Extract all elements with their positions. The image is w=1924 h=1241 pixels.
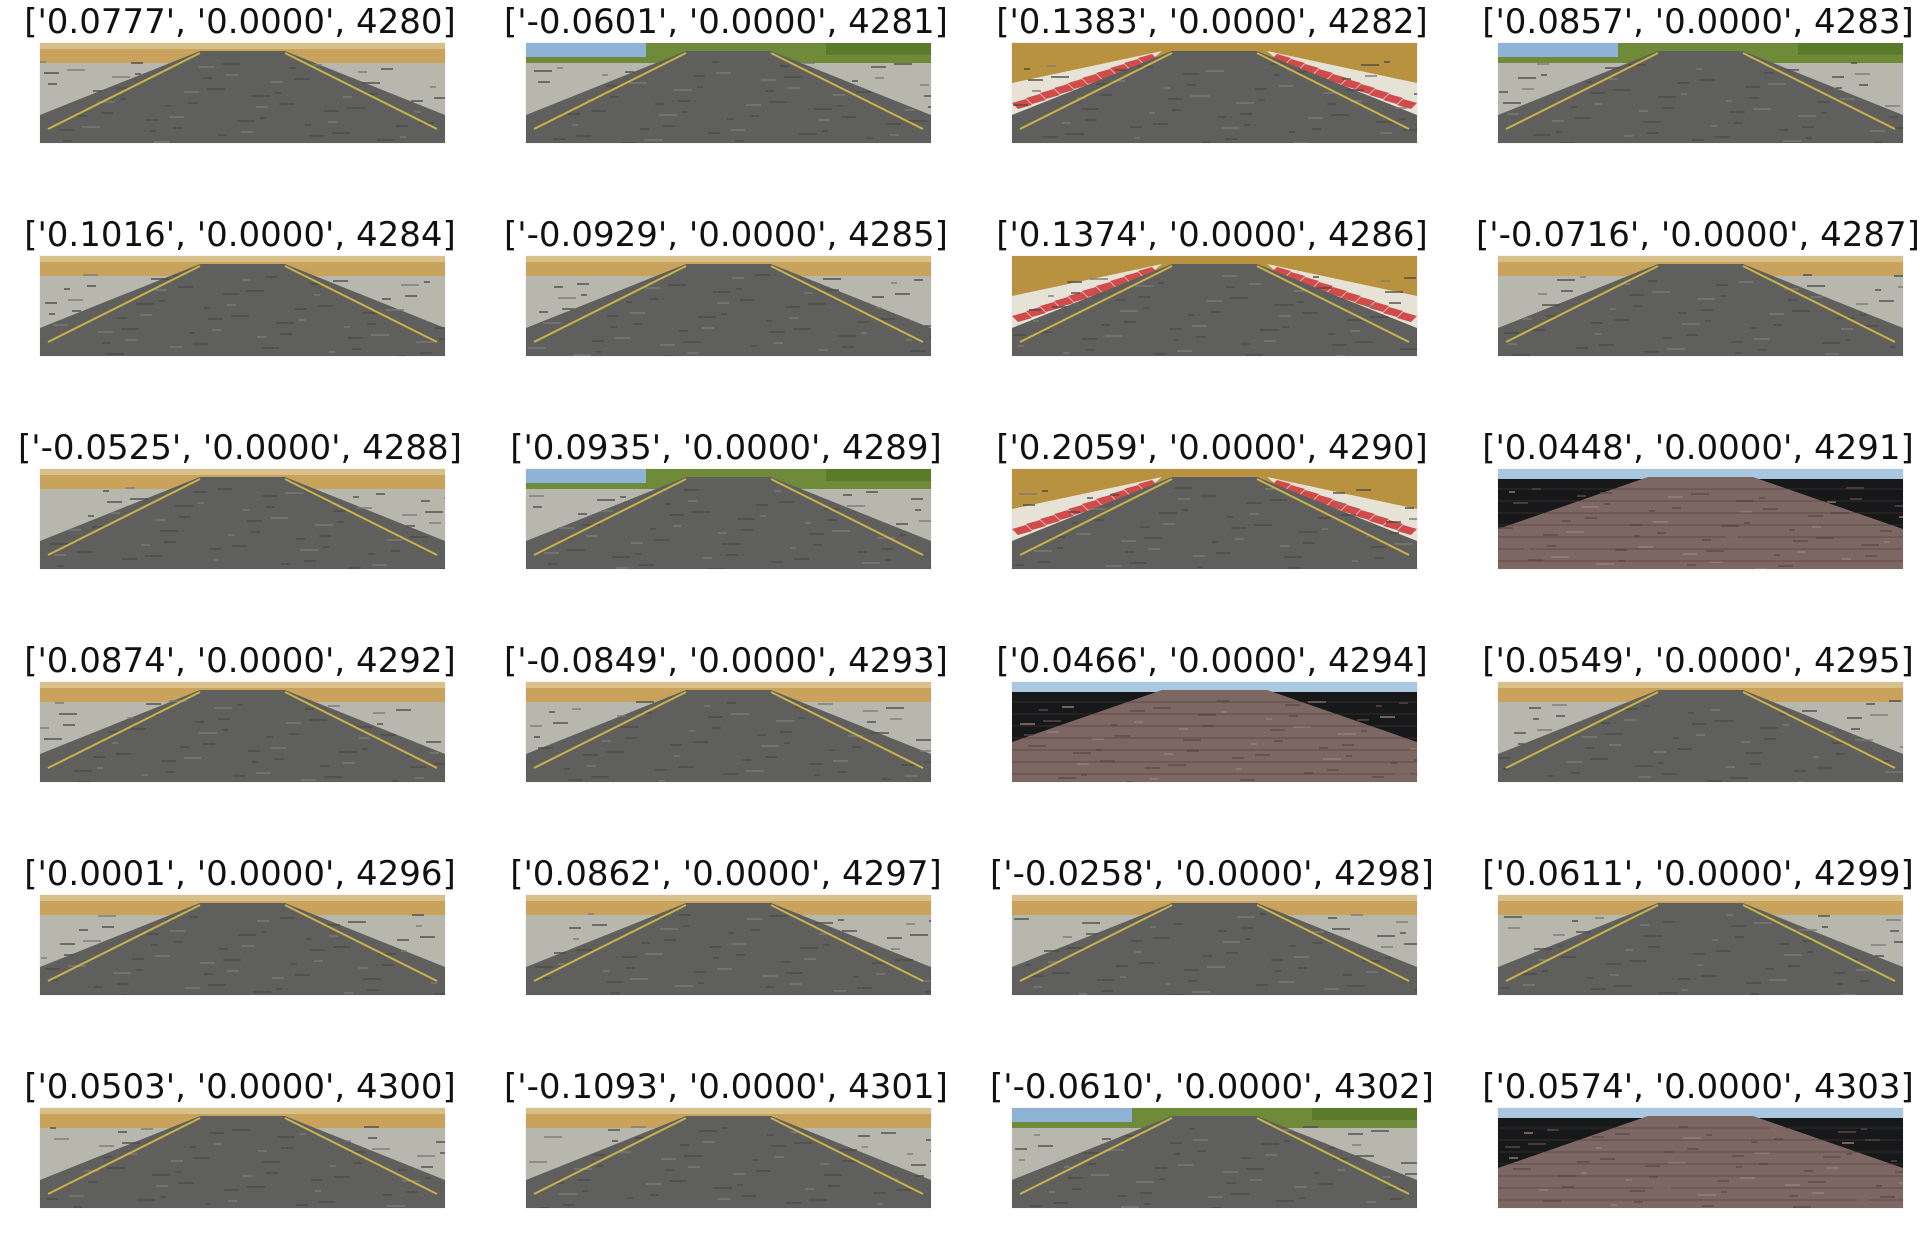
road-image: [1012, 682, 1417, 782]
image-panel: ['-0.0716', '0.0000', 4287]: [1458, 213, 1924, 356]
panel-caption: ['-0.0849', '0.0000', 4293]: [504, 641, 948, 681]
road-image: [1012, 469, 1417, 569]
panel-caption: ['-0.0601', '0.0000', 4281]: [504, 2, 948, 42]
image-panel: ['0.2059', '0.0000', 4290]: [972, 426, 1452, 569]
image-panel: ['0.0503', '0.0000', 4300]: [0, 1065, 480, 1208]
road-image: [1498, 256, 1903, 356]
panel-caption: ['-0.0929', '0.0000', 4285]: [504, 215, 948, 255]
image-panel: ['0.0574', '0.0000', 4303]: [1458, 1065, 1924, 1208]
image-panel: ['0.0777', '0.0000', 4280]: [0, 0, 480, 143]
road-image: [1498, 43, 1903, 143]
road-image: [1498, 895, 1903, 995]
road-image: [1012, 895, 1417, 995]
road-image: [526, 1108, 931, 1208]
panel-caption: ['0.1374', '0.0000', 4286]: [996, 215, 1428, 255]
road-image: [1498, 682, 1903, 782]
panel-caption: ['0.0574', '0.0000', 4303]: [1482, 1067, 1914, 1107]
image-panel: ['0.0874', '0.0000', 4292]: [0, 639, 480, 782]
panel-caption: ['0.0857', '0.0000', 4283]: [1482, 2, 1914, 42]
road-image: [526, 469, 931, 569]
image-panel: ['0.1374', '0.0000', 4286]: [972, 213, 1452, 356]
panel-caption: ['-0.1093', '0.0000', 4301]: [504, 1067, 948, 1107]
road-image: [526, 256, 931, 356]
road-image: [40, 1108, 445, 1208]
image-panel: ['0.0611', '0.0000', 4299]: [1458, 852, 1924, 995]
panel-caption: ['-0.0716', '0.0000', 4287]: [1476, 215, 1920, 255]
road-image: [1012, 1108, 1417, 1208]
image-panel: ['0.0466', '0.0000', 4294]: [972, 639, 1452, 782]
image-panel: ['0.0857', '0.0000', 4283]: [1458, 0, 1924, 143]
road-image: [526, 43, 931, 143]
road-image: [1498, 1108, 1903, 1208]
panel-caption: ['0.0549', '0.0000', 4295]: [1482, 641, 1914, 681]
panel-caption: ['0.0001', '0.0000', 4296]: [24, 854, 456, 894]
road-image: [40, 469, 445, 569]
panel-caption: ['-0.0258', '0.0000', 4298]: [990, 854, 1434, 894]
panel-caption: ['0.0448', '0.0000', 4291]: [1482, 428, 1914, 468]
panel-caption: ['0.0862', '0.0000', 4297]: [510, 854, 942, 894]
panel-caption: ['-0.0525', '0.0000', 4288]: [18, 428, 462, 468]
image-panel: ['-0.0929', '0.0000', 4285]: [486, 213, 966, 356]
road-image: [40, 895, 445, 995]
image-panel: ['-0.0849', '0.0000', 4293]: [486, 639, 966, 782]
road-image: [40, 682, 445, 782]
road-image: [1012, 256, 1417, 356]
image-panel: ['0.0001', '0.0000', 4296]: [0, 852, 480, 995]
image-panel: ['-0.1093', '0.0000', 4301]: [486, 1065, 966, 1208]
image-panel: ['0.0448', '0.0000', 4291]: [1458, 426, 1924, 569]
image-panel: ['0.0935', '0.0000', 4289]: [486, 426, 966, 569]
panel-caption: ['0.1383', '0.0000', 4282]: [996, 2, 1428, 42]
image-panel: ['-0.0610', '0.0000', 4302]: [972, 1065, 1452, 1208]
road-image: [1012, 43, 1417, 143]
road-image: [526, 682, 931, 782]
image-panel: ['0.0862', '0.0000', 4297]: [486, 852, 966, 995]
road-image: [40, 256, 445, 356]
panel-caption: ['0.0503', '0.0000', 4300]: [24, 1067, 456, 1107]
panel-caption: ['0.0874', '0.0000', 4292]: [24, 641, 456, 681]
road-image: [1498, 469, 1903, 569]
panel-caption: ['0.0777', '0.0000', 4280]: [24, 2, 456, 42]
panel-caption: ['0.0611', '0.0000', 4299]: [1482, 854, 1914, 894]
image-panel: ['0.1016', '0.0000', 4284]: [0, 213, 480, 356]
panel-caption: ['-0.0610', '0.0000', 4302]: [990, 1067, 1434, 1107]
image-panel: ['-0.0525', '0.0000', 4288]: [0, 426, 480, 569]
road-image: [40, 43, 445, 143]
image-panel: ['-0.0601', '0.0000', 4281]: [486, 0, 966, 143]
road-image: [526, 895, 931, 995]
panel-caption: ['0.0466', '0.0000', 4294]: [996, 641, 1428, 681]
panel-caption: ['0.1016', '0.0000', 4284]: [24, 215, 456, 255]
image-panel: ['-0.0258', '0.0000', 4298]: [972, 852, 1452, 995]
image-panel: ['0.0549', '0.0000', 4295]: [1458, 639, 1924, 782]
image-panel: ['0.1383', '0.0000', 4282]: [972, 0, 1452, 143]
panel-caption: ['0.0935', '0.0000', 4289]: [510, 428, 942, 468]
panel-caption: ['0.2059', '0.0000', 4290]: [996, 428, 1428, 468]
